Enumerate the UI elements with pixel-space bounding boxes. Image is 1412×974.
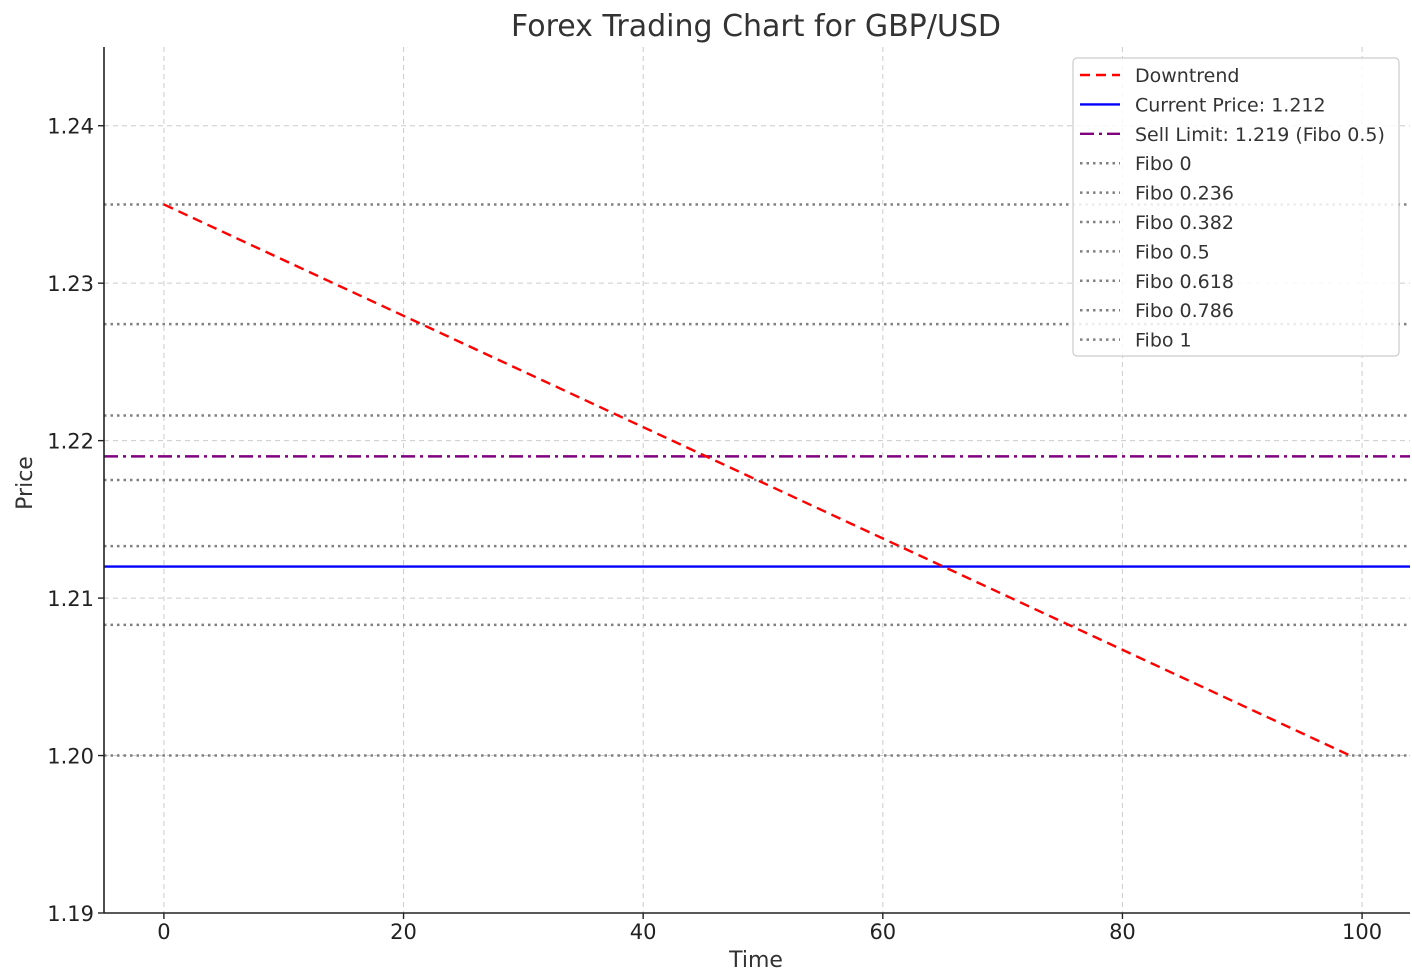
legend-entry-label: Sell Limit: 1.219 (Fibo 0.5)	[1135, 124, 1385, 146]
y-axis-label: Price	[13, 456, 38, 510]
y-tick-label: 1.22	[47, 430, 94, 454]
y-tick-label: 1.21	[47, 587, 94, 611]
y-tick-label: 1.23	[47, 272, 94, 296]
chart-title: Forex Trading Chart for GBP/USD	[511, 9, 1001, 44]
x-tick-label: 100	[1342, 920, 1382, 944]
ticks: 0 20 40 60 80 100 1.19 1.20 1.21 1.22 1.23 1.24	[47, 115, 1382, 944]
x-tick-label: 40	[630, 920, 657, 944]
y-tick-label: 1.19	[47, 902, 94, 926]
x-tick-label: 20	[390, 920, 417, 944]
legend-entry-label: Fibo 0.618	[1135, 271, 1234, 293]
series-lines	[163, 203, 1351, 757]
axes	[103, 47, 1410, 914]
x-tick-label: 60	[869, 920, 896, 944]
legend-entry-label: Fibo 0.786	[1135, 300, 1234, 322]
y-tick-label: 1.20	[47, 745, 94, 769]
x-tick-label: 80	[1109, 920, 1136, 944]
legend-entry-label: Current Price: 1.212	[1135, 94, 1326, 116]
legend-entry-label: Fibo 0.382	[1135, 212, 1234, 234]
legend-box	[1072, 57, 1400, 357]
x-axis-label: Time	[728, 948, 783, 973]
legend-entry-label: Fibo 1	[1135, 330, 1192, 352]
legend-entry-label: Downtrend	[1135, 65, 1239, 87]
legend: Downtrend Current Price: 1.212 Sell Limit:…	[1072, 57, 1400, 357]
horizontal-lines	[104, 203, 1410, 757]
y-tick-label: 1.24	[47, 115, 94, 139]
x-tick-label: 0	[157, 920, 170, 944]
legend-entry-label: Fibo 0.5	[1135, 241, 1210, 263]
legend-entry-label: Fibo 0.236	[1135, 183, 1234, 205]
series-line-downtrend	[163, 203, 1351, 757]
legend-entry-label: Fibo 0	[1135, 153, 1192, 175]
